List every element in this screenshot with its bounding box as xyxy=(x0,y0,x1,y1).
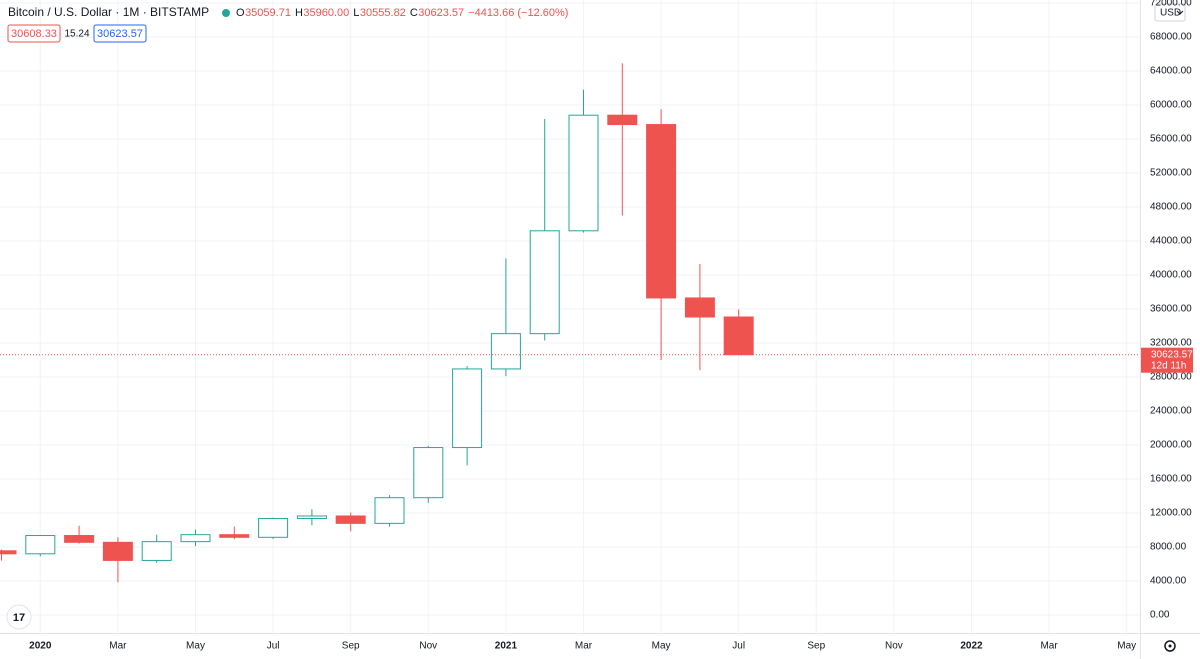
candle-body xyxy=(374,497,405,524)
y-tick-label: 56000.00 xyxy=(1150,134,1192,145)
candle-body xyxy=(607,114,638,126)
candle-body xyxy=(413,447,444,499)
candle-body xyxy=(723,316,754,356)
y-tick-label: 36000.00 xyxy=(1150,304,1192,315)
candle-body xyxy=(180,534,211,543)
quote-value: 35059.71 xyxy=(245,7,291,19)
quote-value: 30555.82 xyxy=(360,7,406,19)
candle-body xyxy=(646,124,677,299)
plot-area xyxy=(0,0,1140,633)
x-tick-label: Sep xyxy=(342,641,360,652)
last-price-tag xyxy=(1141,347,1193,373)
change: −4413.66 (−12.60%) xyxy=(468,7,568,19)
quote: O 35059.71 H 35960.00 L 30555.82 C 30623.57 −441… xyxy=(236,7,568,19)
candle-body xyxy=(296,515,327,520)
quote-key: L xyxy=(353,7,359,19)
tv-logo[interactable]: 17 xyxy=(6,604,32,630)
candle-body xyxy=(25,535,56,555)
candle-body xyxy=(490,333,521,370)
y-tick-label: 4000.00 xyxy=(1150,576,1187,587)
x-tick-label: Mar xyxy=(1040,641,1058,652)
candle-body xyxy=(102,541,133,561)
y-tick-label: 44000.00 xyxy=(1150,236,1192,247)
bid-box[interactable] xyxy=(7,24,61,43)
y-tick-label: 72000.00 xyxy=(1150,0,1192,9)
candle-body xyxy=(452,368,483,449)
x-tick-label: May xyxy=(652,641,671,652)
y-tick-label: 48000.00 xyxy=(1150,202,1192,213)
y-tick-label: 20000.00 xyxy=(1150,440,1192,451)
candle-body xyxy=(335,515,366,524)
currency-caret xyxy=(1176,10,1184,15)
candle-body xyxy=(684,297,715,318)
y-tick-label: 12000.00 xyxy=(1150,508,1192,519)
bid: 30608.33 xyxy=(11,28,57,40)
candle-body xyxy=(219,534,250,538)
x-tick-label: Jul xyxy=(267,641,280,652)
x-tick-label: Nov xyxy=(885,641,903,652)
y-tick-label: 68000.00 xyxy=(1150,32,1192,43)
settings[interactable] xyxy=(1164,640,1176,652)
x-tick-label: 2020 xyxy=(29,641,52,652)
symbol: Bitcoin / U.S. Dollar · 1M · BITSTAMP xyxy=(8,5,209,19)
x-tick-label: 2021 xyxy=(495,641,518,652)
logo-mark: 17 xyxy=(13,612,25,624)
quote-key: H xyxy=(295,7,303,19)
y-tick-label: 52000.00 xyxy=(1150,168,1192,179)
gear xyxy=(1164,640,1176,652)
gear-center xyxy=(1168,644,1172,648)
x-tick-label: Sep xyxy=(807,641,825,652)
ask-box[interactable] xyxy=(93,24,147,43)
y-tick-label: 64000.00 xyxy=(1150,66,1192,77)
x-tick-label: May xyxy=(186,641,205,652)
currency-button[interactable] xyxy=(1154,3,1186,22)
candle-body xyxy=(529,230,560,335)
x-tick-label: Nov xyxy=(419,641,437,652)
x-tick-label: Mar xyxy=(575,641,593,652)
y-tick-label: 0.00 xyxy=(1150,610,1170,621)
logo-circle xyxy=(6,604,32,630)
ask: 30623.57 xyxy=(97,28,143,40)
quote-key: O xyxy=(236,7,245,19)
status-dot xyxy=(222,9,230,17)
x-tick-label: 2022 xyxy=(960,641,983,652)
y-tick-label: 8000.00 xyxy=(1150,542,1187,553)
candle-body xyxy=(141,541,172,561)
quote-value: 30623.57 xyxy=(418,7,464,19)
x-tick-label: May xyxy=(1117,641,1136,652)
quote-value: 35960.00 xyxy=(303,7,349,19)
countdown: 12d 11h xyxy=(1151,360,1186,371)
quote-key: C xyxy=(410,7,418,19)
y-tick-label: 16000.00 xyxy=(1150,474,1192,485)
last-price: 30623.57 xyxy=(1151,349,1193,360)
x-tick-label: Mar xyxy=(109,641,127,652)
spread: 15.24 xyxy=(64,29,89,40)
currency: USD xyxy=(1160,8,1181,19)
y-tick-label: 24000.00 xyxy=(1150,406,1192,417)
candle-body xyxy=(0,550,17,555)
candle-body xyxy=(64,535,95,543)
y-tick-label: 40000.00 xyxy=(1150,270,1192,281)
candle-body xyxy=(258,518,289,538)
y-tick-label: 32000.00 xyxy=(1150,338,1192,349)
y-tick-label: 60000.00 xyxy=(1150,100,1192,111)
candle-body xyxy=(568,114,599,232)
x-tick-label: Jul xyxy=(732,641,745,652)
y-tick-label: 28000.00 xyxy=(1150,372,1192,383)
